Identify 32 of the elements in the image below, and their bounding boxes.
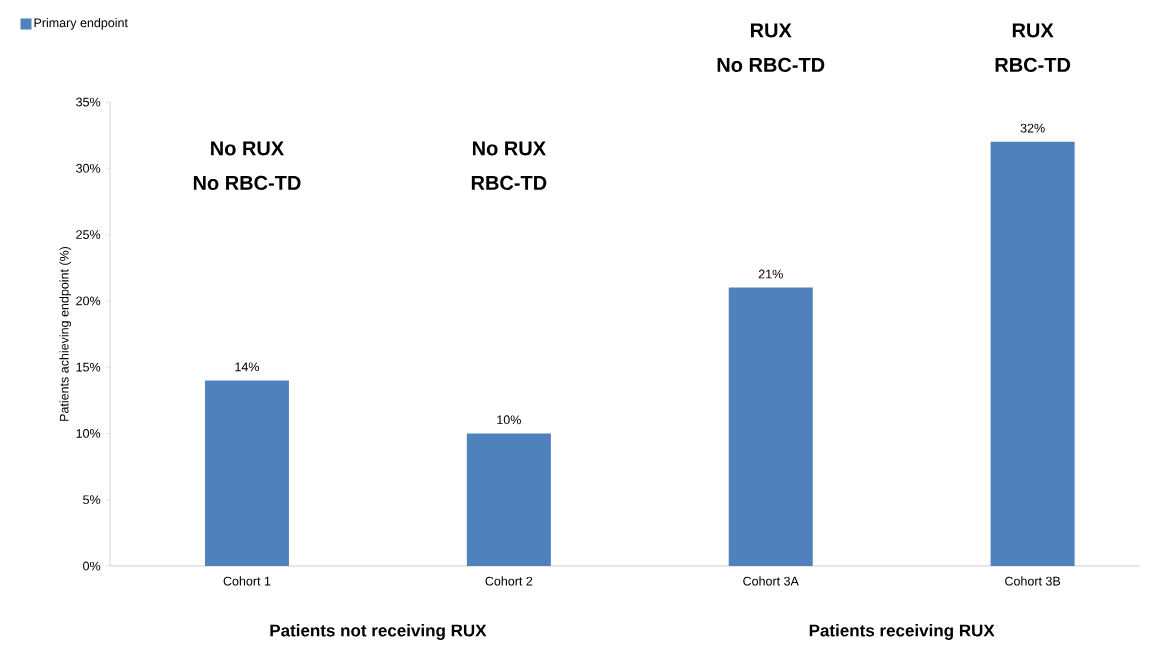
- data-label: 21%: [758, 269, 783, 279]
- annotation: RBC-TD: [471, 175, 547, 190]
- text: RUX: [750, 23, 792, 38]
- text: Patients receiving RUX: [809, 624, 995, 640]
- bar: [990, 141, 1075, 566]
- y-tick-label: 35%: [76, 97, 101, 107]
- data-label: 32%: [1020, 123, 1045, 133]
- text: RUX: [1012, 23, 1054, 38]
- y-tick-label: 30%: [76, 163, 101, 173]
- y-axis-title: Patients achieving endpoint (%): [59, 246, 72, 421]
- x-tick-label: Cohort 1: [223, 576, 271, 586]
- y-tick-label: 5%: [83, 495, 101, 505]
- y-tick-label: 25%: [76, 230, 101, 239]
- text: Patients not receiving RUX: [270, 624, 487, 640]
- text: RBC-TD: [995, 57, 1071, 72]
- y-tick-label: 10%: [76, 429, 101, 438]
- data-label: 10%: [497, 415, 521, 425]
- annotation: No RBC-TD: [193, 175, 301, 190]
- annotation: No RUX: [211, 141, 284, 156]
- x-tick-label: Cohort 3B: [1005, 576, 1061, 586]
- data-label: 14%: [235, 362, 260, 372]
- annotation: No RUX: [472, 141, 546, 156]
- bar: [466, 433, 551, 566]
- y-tick-label: 15%: [76, 362, 101, 372]
- x-tick-label: Cohort 3A: [743, 576, 799, 586]
- text: No RBC-TD: [717, 57, 825, 72]
- bar: [204, 380, 289, 566]
- x-tick-label: Cohort 2: [485, 576, 533, 586]
- bar: [728, 287, 813, 566]
- legend-label: Primary endpoint: [34, 18, 128, 30]
- y-tick-label: 0%: [83, 561, 101, 571]
- y-tick-label: 20%: [76, 296, 101, 306]
